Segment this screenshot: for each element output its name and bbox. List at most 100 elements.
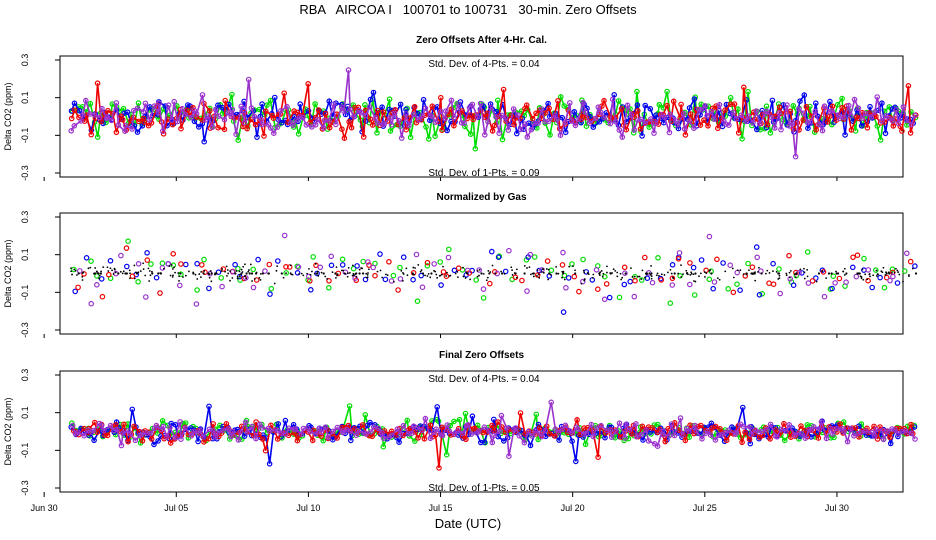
data-point xyxy=(555,98,561,104)
data-point xyxy=(889,426,895,432)
data-point xyxy=(274,258,281,264)
data-point xyxy=(527,251,534,258)
data-point xyxy=(766,269,769,272)
data-point xyxy=(326,98,333,105)
data-point xyxy=(601,114,607,121)
data-point xyxy=(867,103,873,110)
data-point xyxy=(380,109,387,115)
data-point xyxy=(532,272,535,275)
data-point xyxy=(419,284,426,291)
y-axis-label: Delta CO2 (ppm) xyxy=(3,82,13,150)
data-point xyxy=(742,273,745,276)
data-point xyxy=(596,119,603,125)
data-point xyxy=(796,269,802,276)
data-point xyxy=(604,427,610,434)
data-point xyxy=(795,272,798,275)
data-point xyxy=(322,110,329,117)
data-point xyxy=(424,262,431,269)
data-point xyxy=(609,96,616,103)
data-point xyxy=(496,428,503,435)
data-point xyxy=(559,426,565,433)
data-point xyxy=(535,120,541,127)
data-point xyxy=(259,436,266,442)
data-point xyxy=(74,269,77,272)
data-point xyxy=(502,115,509,121)
data-point xyxy=(685,269,688,272)
data-point xyxy=(205,113,212,119)
data-point xyxy=(899,428,906,435)
data-point xyxy=(514,272,517,275)
data-point xyxy=(244,125,251,132)
data-point xyxy=(793,269,799,276)
data-point xyxy=(298,431,305,438)
data-point xyxy=(236,277,239,280)
data-point xyxy=(168,265,171,268)
data-point xyxy=(121,421,127,428)
data-point xyxy=(339,126,345,133)
data-point xyxy=(557,132,564,139)
data-point xyxy=(480,286,487,292)
data-point xyxy=(853,273,860,280)
data-point xyxy=(120,430,126,436)
x-tick-label: Jul 05 xyxy=(164,503,188,513)
data-point xyxy=(583,279,586,282)
data-point xyxy=(177,272,180,274)
data-point xyxy=(266,261,273,268)
data-point xyxy=(83,254,90,261)
data-point xyxy=(593,266,600,273)
data-point xyxy=(125,238,131,245)
data-point xyxy=(367,116,374,123)
data-point xyxy=(90,427,97,434)
data-point xyxy=(592,115,599,122)
data-point xyxy=(621,281,628,288)
data-point xyxy=(813,127,820,133)
data-point xyxy=(699,272,702,275)
data-point xyxy=(804,249,811,255)
data-point xyxy=(437,259,444,265)
data-point xyxy=(142,262,145,265)
data-point xyxy=(411,103,418,110)
annotation-std-1pts: Std. Dev. of 1-Pts. = 0.05 xyxy=(428,483,540,494)
data-point xyxy=(414,267,416,269)
data-point xyxy=(113,100,120,106)
data-point xyxy=(745,260,751,267)
data-point xyxy=(894,267,897,270)
data-point xyxy=(275,427,281,434)
data-point xyxy=(757,271,759,273)
data-point xyxy=(845,102,852,109)
data-point xyxy=(307,286,314,293)
data-point xyxy=(621,276,624,279)
data-point xyxy=(908,109,914,115)
data-point xyxy=(164,434,170,440)
data-point xyxy=(160,128,166,134)
data-point xyxy=(443,273,450,280)
data-point xyxy=(207,108,213,114)
data-point xyxy=(437,94,444,101)
data-point xyxy=(650,265,652,267)
data-point xyxy=(136,118,142,125)
data-point xyxy=(606,265,608,268)
data-point xyxy=(770,260,776,267)
data-point xyxy=(259,272,262,275)
data-point xyxy=(712,437,719,443)
data-point xyxy=(310,254,317,260)
data-point xyxy=(462,266,464,269)
data-point xyxy=(908,121,915,128)
data-point xyxy=(631,293,638,300)
data-point xyxy=(875,275,878,277)
data-point xyxy=(411,438,418,444)
data-point xyxy=(865,277,871,284)
data-point xyxy=(196,278,199,280)
data-point xyxy=(682,437,689,444)
data-point xyxy=(824,119,831,125)
data-point xyxy=(379,269,382,272)
data-point xyxy=(766,280,772,287)
data-point xyxy=(451,122,457,129)
data-point xyxy=(430,272,433,275)
data-point xyxy=(423,124,429,130)
data-point xyxy=(763,426,770,433)
data-point xyxy=(625,435,632,442)
data-point xyxy=(727,262,734,269)
data-point xyxy=(214,430,221,436)
data-point xyxy=(142,268,145,271)
